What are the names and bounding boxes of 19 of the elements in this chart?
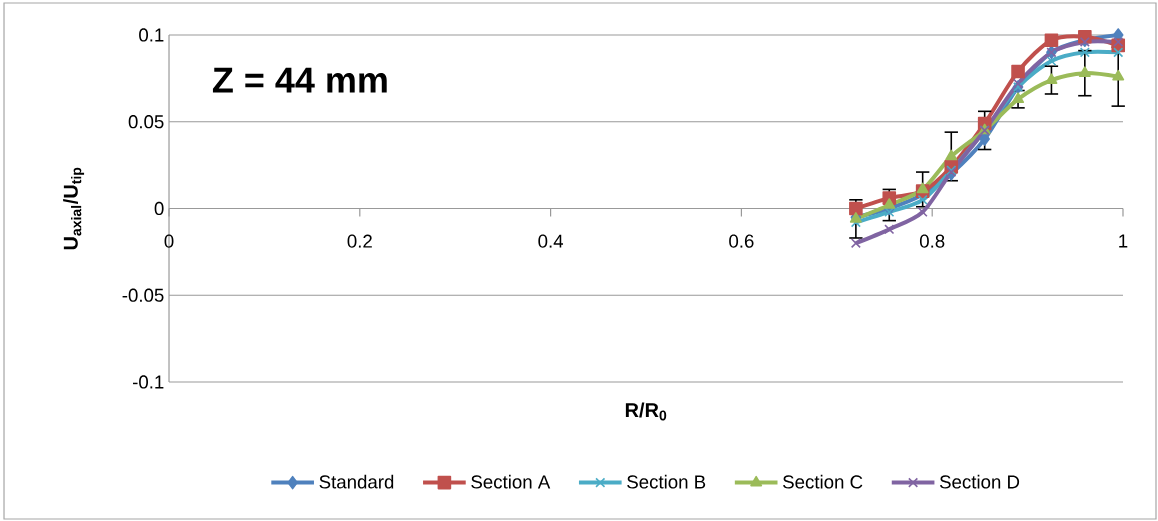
legend-label: Section C (783, 474, 863, 489)
y-tick-label: 0.1 (139, 28, 164, 42)
x-axis-title: R/R$_{0}$ (625, 402, 667, 421)
y-tick-label: -0.05 (122, 288, 164, 302)
legend-label: Section D (939, 474, 1020, 489)
x-tick-label: 0 (164, 234, 174, 248)
legend-label: Section B (627, 474, 706, 489)
y-tick-label: -0.1 (132, 375, 164, 389)
x-tick-label: 0.6 (729, 234, 754, 248)
legend-label: Section A (471, 474, 551, 489)
y-axis-title: U$_{axial}$/U$_{tip}$ (63, 167, 85, 250)
y-tick-label: 0.05 (128, 115, 164, 129)
x-tick-label: 0.4 (538, 234, 564, 248)
annotation: Z = 44 mm (212, 67, 387, 93)
legend-label: Standard (319, 474, 394, 489)
x-tick-label: 0.8 (919, 234, 945, 248)
y-tick-label: 0 (154, 201, 164, 216)
x-tick-label: 0.2 (347, 234, 372, 248)
x-tick-label: 1 (1119, 234, 1128, 248)
